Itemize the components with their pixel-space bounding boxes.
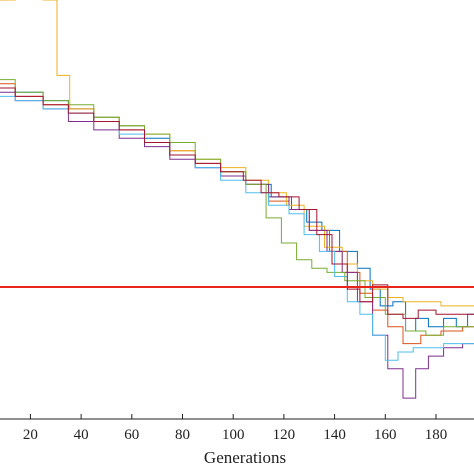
- x-tick-label: 180: [425, 427, 448, 443]
- series-line-4: [0, 91, 474, 399]
- series-line-7: [0, 87, 474, 319]
- x-tick-label: 60: [124, 427, 139, 443]
- series-layer: [0, 0, 474, 399]
- series-line-5: [0, 79, 474, 336]
- series-line-2: [0, 83, 474, 345]
- x-ticks: 20 40 60 80 100 120 140 160 180: [23, 414, 447, 443]
- series-line-3: [0, 0, 474, 307]
- x-tick-label: 80: [175, 427, 190, 443]
- x-axis-title: Generations: [204, 448, 286, 467]
- x-tick-label: 160: [374, 427, 397, 443]
- x-tick-label: 120: [273, 427, 296, 443]
- series-line-6: [0, 95, 474, 361]
- series-line-1: [0, 87, 474, 332]
- x-tick-label: 140: [323, 427, 346, 443]
- x-tick-label: 40: [74, 427, 89, 443]
- x-tick-label: 20: [23, 427, 38, 443]
- x-tick-label: 100: [222, 427, 245, 443]
